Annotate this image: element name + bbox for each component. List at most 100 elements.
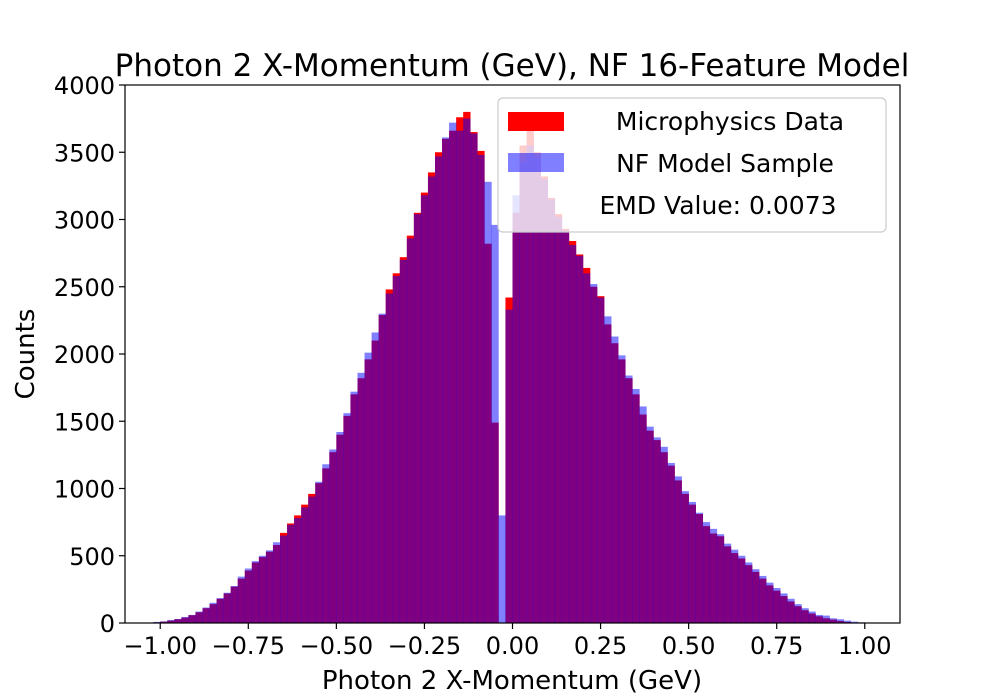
legend-label-microphysics-data: Microphysics Data (616, 107, 844, 136)
y-tick-label: 0 (100, 610, 115, 638)
histogram-bar (280, 535, 288, 623)
histogram-bar (209, 602, 217, 623)
legend-swatch-microphysics-data (508, 112, 564, 131)
x-tick-label: −0.75 (212, 632, 286, 660)
histogram-bar (456, 130, 464, 624)
histogram-bar (822, 615, 830, 623)
histogram-bar (160, 621, 168, 623)
histogram-bar (195, 611, 203, 623)
histogram-bar (815, 614, 823, 623)
histogram-bar (329, 449, 337, 623)
histogram-bar (808, 611, 816, 623)
histogram-bar (709, 528, 718, 623)
chart-title: Photon 2 X-Momentum (GeV), NF 16-Feature… (115, 48, 910, 84)
histogram-bar (547, 199, 556, 623)
histogram-bar (618, 355, 626, 623)
histogram-bar (251, 561, 260, 623)
histogram-bar (449, 122, 457, 623)
histogram-bar (759, 575, 767, 623)
histogram-bar (315, 481, 323, 623)
histogram-bar (223, 592, 231, 623)
histogram-bar (660, 446, 668, 623)
histogram-bar (681, 491, 689, 623)
histogram-bar (730, 549, 739, 623)
histogram-bar (533, 157, 541, 623)
histogram-bar (237, 576, 246, 623)
x-tick-label: 1.00 (838, 632, 891, 660)
histogram-bar (258, 555, 267, 623)
histogram-bar (167, 620, 175, 623)
histogram-bar (181, 616, 189, 623)
histogram-bar (470, 133, 478, 624)
histogram-bar (512, 195, 520, 624)
histogram-bar (780, 593, 788, 623)
x-tick-label: 0.00 (486, 632, 539, 660)
bars-layer (153, 111, 866, 624)
histogram-bar (505, 309, 513, 623)
legend-box (497, 97, 887, 233)
histogram-bar (336, 432, 344, 623)
y-tick-label: 2500 (54, 274, 115, 302)
x-axis-ticks: −1.00 −0.75 −0.50 −0.25 0.00 0.25 0.50 0.75 1.00 (123, 623, 891, 660)
histogram-bar (702, 522, 711, 623)
histogram-bar (427, 176, 436, 623)
histogram-bar (371, 332, 379, 623)
histogram-bar (695, 512, 704, 623)
histogram-bar (639, 406, 647, 623)
histogram-bar (287, 524, 295, 623)
x-tick-label: 0.50 (662, 632, 715, 660)
histogram-bar (230, 586, 239, 623)
histogram-bar (442, 137, 450, 623)
histogram-bar (745, 562, 753, 623)
histogram-bar (590, 284, 598, 623)
histogram-bar (787, 598, 795, 623)
histogram-bar (836, 619, 844, 623)
histogram-bar (561, 230, 570, 623)
histogram-bar (343, 413, 351, 623)
histogram-bar (554, 216, 563, 623)
histogram-bar (435, 156, 443, 623)
histogram-bar (843, 620, 851, 623)
histogram-bar (498, 515, 506, 623)
y-tick-label: 2000 (54, 341, 115, 369)
y-axis-ticks: 0 500 1000 1500 2000 2500 3000 3500 4000 (54, 72, 125, 638)
histogram-bar (491, 224, 499, 623)
histogram-bar (766, 582, 774, 623)
histogram-bar (801, 608, 809, 623)
histogram-bar (188, 614, 196, 623)
x-tick-label: −1.00 (123, 632, 197, 660)
histogram-bar (575, 255, 584, 623)
histogram-bar (477, 154, 485, 623)
histogram-bar (582, 273, 591, 623)
x-axis-label: Photon 2 X-Momentum (GeV) (322, 666, 702, 696)
x-tick-label: 0.75 (750, 632, 803, 660)
histogram-bar (716, 534, 725, 623)
histogram-bar (604, 316, 612, 623)
legend: Microphysics Data NF Model Sample EMD Va… (497, 97, 887, 233)
histogram-bar (829, 618, 837, 623)
histogram-bar (357, 372, 365, 623)
histogram-bar (568, 245, 577, 623)
histogram-bar (646, 426, 654, 623)
histogram-bar (378, 313, 386, 623)
histogram-bar (308, 496, 316, 623)
histogram-bar (322, 464, 330, 623)
histogram-bar (364, 352, 372, 623)
histogram-bar (202, 607, 210, 623)
histogram-bar (540, 179, 549, 623)
histogram-bar (294, 518, 302, 623)
histogram-bar (244, 568, 253, 623)
histogram-bar (420, 195, 429, 624)
histogram-bar (350, 391, 358, 623)
series-nf-model-sample (153, 118, 866, 624)
legend-annotation-emd-value: EMD Value: 0.0073 (599, 191, 836, 220)
histogram-bar (519, 163, 527, 623)
histogram-bar (463, 118, 471, 623)
histogram-bar (406, 238, 415, 623)
y-tick-label: 4000 (54, 72, 115, 100)
histogram-bar (794, 604, 802, 623)
histogram-bar (413, 214, 422, 623)
histogram-bar (399, 259, 408, 623)
